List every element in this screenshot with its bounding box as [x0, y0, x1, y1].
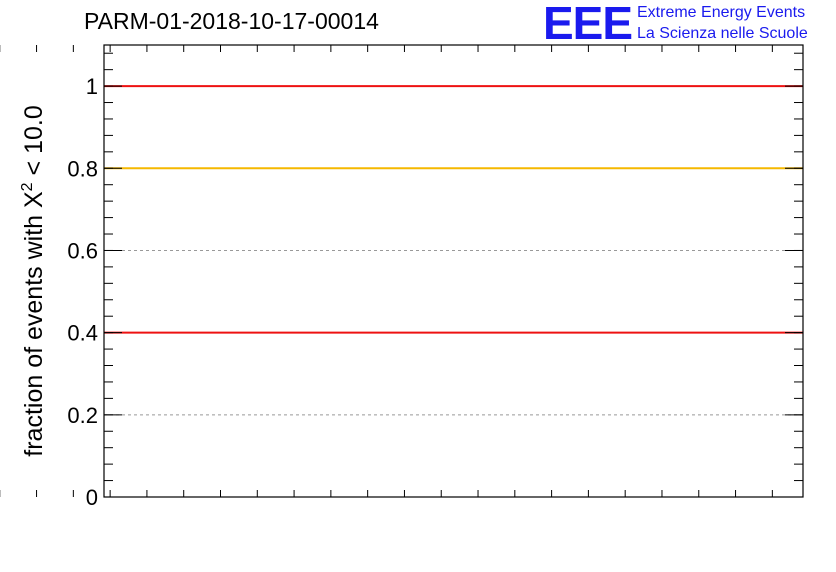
y-tick-label: 0.6 [67, 238, 98, 263]
eee-logo: EEE [543, 0, 633, 49]
reference-lines [104, 85, 803, 334]
y-axis-label-tail: < 10.0 [20, 105, 48, 182]
logo-text-line2: La Scienza nelle Scuole [637, 25, 808, 42]
y-tick-label: 1 [86, 74, 98, 99]
y-axis-label: fraction of events with X2 < 10.0 [19, 105, 48, 456]
grid-lines [104, 85, 803, 416]
y-tick-label: 0.4 [67, 321, 98, 346]
logo-text-line1: Extreme Energy Events [637, 4, 806, 21]
y-tick-label: 0.2 [67, 403, 98, 428]
chart-title: PARM-01-2018-10-17-00014 [84, 8, 379, 34]
y-axis-label-sup: 2 [19, 182, 36, 191]
y-tick-label: 0.8 [67, 156, 98, 181]
x-axis: 17/10/1813:00:0017/10/1813:15:0017/10/18… [0, 45, 773, 497]
y-axis: 0 0.2 0.4 0.6 0.8 1 [67, 52, 803, 510]
plot-frame [103, 44, 804, 498]
y-axis-label-main: fraction of events with X [20, 191, 48, 457]
y-tick-label: 0 [86, 485, 98, 510]
